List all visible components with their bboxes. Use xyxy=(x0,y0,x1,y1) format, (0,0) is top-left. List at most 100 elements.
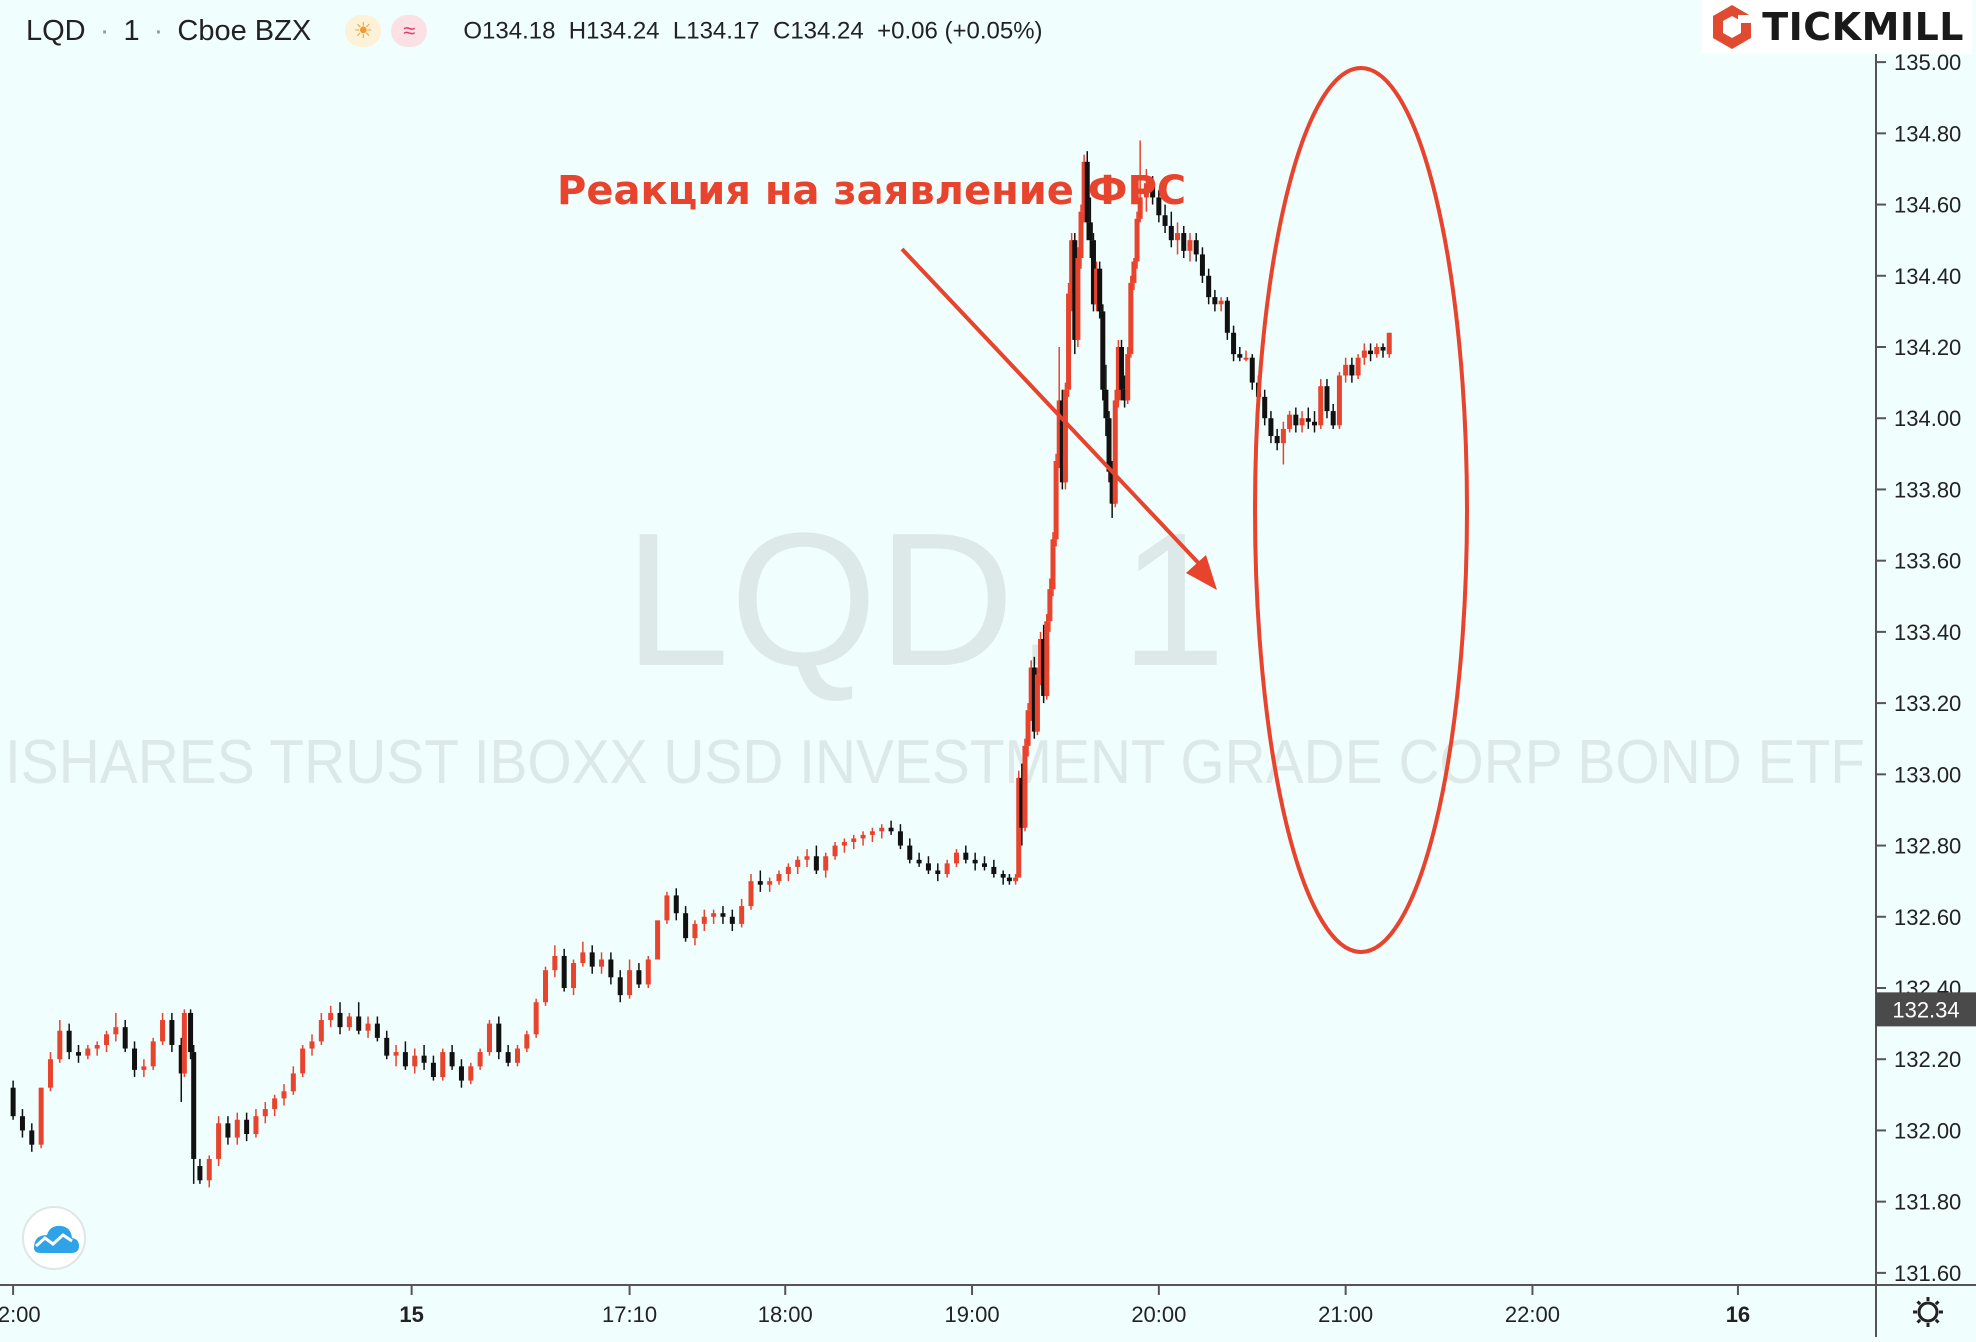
candle xyxy=(1084,151,1090,241)
candle-body xyxy=(505,1052,511,1063)
candle-body xyxy=(1336,375,1342,426)
candle xyxy=(953,849,959,867)
candle-body xyxy=(608,959,614,978)
candle-body xyxy=(1034,674,1040,732)
candle-body xyxy=(869,831,875,835)
candle-body xyxy=(1066,293,1072,390)
candle-body xyxy=(720,913,726,917)
time-tick-label: 22:00 xyxy=(0,1302,41,1327)
candle xyxy=(776,870,782,885)
candle xyxy=(1336,371,1342,429)
candle-body xyxy=(113,1027,119,1035)
time-tick-label: 15 xyxy=(399,1302,423,1327)
candle xyxy=(1112,389,1118,508)
candle-body xyxy=(1084,161,1090,223)
candle-body xyxy=(953,852,959,864)
candle xyxy=(617,970,623,1003)
candle xyxy=(1066,282,1072,397)
tradingview-cloud-icon[interactable] xyxy=(22,1206,86,1270)
candle-body xyxy=(1168,225,1174,241)
candle-body xyxy=(1000,874,1006,878)
candle xyxy=(281,1084,287,1106)
candle-body xyxy=(701,916,707,924)
candle xyxy=(739,898,745,928)
candle-body xyxy=(776,874,782,882)
exchange-label: Cboe BZX xyxy=(177,14,312,47)
candle-body xyxy=(1386,332,1392,355)
candle xyxy=(1125,347,1131,404)
candle-body xyxy=(991,866,997,875)
gear-icon[interactable] xyxy=(1913,1297,1943,1327)
time-axis[interactable]: 22:00 15 17:10 18:00 19:00 20:00 21:00 22:00 16 xyxy=(0,1285,1750,1327)
candle xyxy=(1287,411,1293,433)
candle xyxy=(907,838,913,864)
candle xyxy=(47,1052,53,1092)
candle xyxy=(141,1059,147,1078)
candle xyxy=(1218,297,1224,312)
candle-body xyxy=(440,1052,446,1078)
candle xyxy=(1031,656,1037,739)
candle xyxy=(1330,403,1336,429)
candle-body xyxy=(328,1012,334,1021)
candle-body xyxy=(1318,386,1324,426)
candle-body xyxy=(1125,354,1131,401)
candle-body xyxy=(94,1044,100,1049)
candle xyxy=(337,1002,343,1035)
candle-body xyxy=(1361,350,1367,358)
candle-body xyxy=(1268,418,1274,437)
candle-body xyxy=(1134,218,1140,262)
candle-body xyxy=(981,863,987,867)
candle-body xyxy=(1355,357,1361,376)
candle-body xyxy=(1013,877,1019,882)
candle xyxy=(440,1048,446,1081)
candle-body xyxy=(1150,183,1156,198)
high-value: H134.24 xyxy=(568,17,660,45)
candle-body xyxy=(393,1052,399,1056)
low-value: L134.17 xyxy=(672,17,760,45)
candle-body xyxy=(458,1066,464,1081)
candle-body xyxy=(1100,311,1106,390)
symbol-name[interactable]: LQD xyxy=(26,14,86,47)
candle xyxy=(1312,411,1318,433)
candle xyxy=(1137,140,1143,223)
candle-body xyxy=(57,1030,63,1060)
wave-icon[interactable]: ≈ xyxy=(391,15,428,48)
time-tick-label: 16 xyxy=(1726,1302,1750,1327)
candle-body xyxy=(524,1034,530,1049)
candle-body xyxy=(1028,667,1034,711)
candle xyxy=(486,1020,492,1056)
interval-label[interactable]: 1 xyxy=(123,14,140,47)
candle-body xyxy=(1016,777,1022,878)
candle xyxy=(1349,357,1355,383)
candle xyxy=(150,1037,156,1070)
price-tick-label: 134.80 xyxy=(1894,121,1961,146)
candle xyxy=(1355,354,1361,380)
symbol-legend[interactable]: LQD · 1 · Cboe BZX ☀ ≈ O134.18 H134.24 L… xyxy=(26,14,1043,48)
candle-body xyxy=(767,881,773,885)
candle-body xyxy=(47,1059,53,1088)
time-tick-label: 18:00 xyxy=(758,1302,813,1327)
candle xyxy=(1206,268,1212,305)
candle-body xyxy=(832,845,838,857)
sun-icon[interactable]: ☀ xyxy=(345,15,382,48)
candle xyxy=(533,998,539,1038)
candle xyxy=(1134,211,1140,269)
candle-body xyxy=(580,952,586,964)
candle xyxy=(1156,190,1162,223)
time-tick-label: 22:00 xyxy=(1505,1302,1560,1327)
candle-body xyxy=(925,863,931,871)
candle xyxy=(1097,261,1103,319)
candle xyxy=(785,863,791,882)
candle-body xyxy=(1231,332,1237,355)
candle xyxy=(1006,874,1012,885)
price-axis[interactable]: 135.00 134.80 134.60 134.40 134.20 134.00 133.… xyxy=(1876,50,1961,1286)
candle-body xyxy=(477,1052,483,1067)
candle-body xyxy=(262,1109,268,1117)
candle-body xyxy=(1280,428,1286,444)
candle-body xyxy=(739,906,745,924)
candle xyxy=(1038,631,1044,686)
candle-body xyxy=(841,841,847,846)
candle-body xyxy=(1262,396,1268,419)
candle-body xyxy=(1237,354,1243,358)
